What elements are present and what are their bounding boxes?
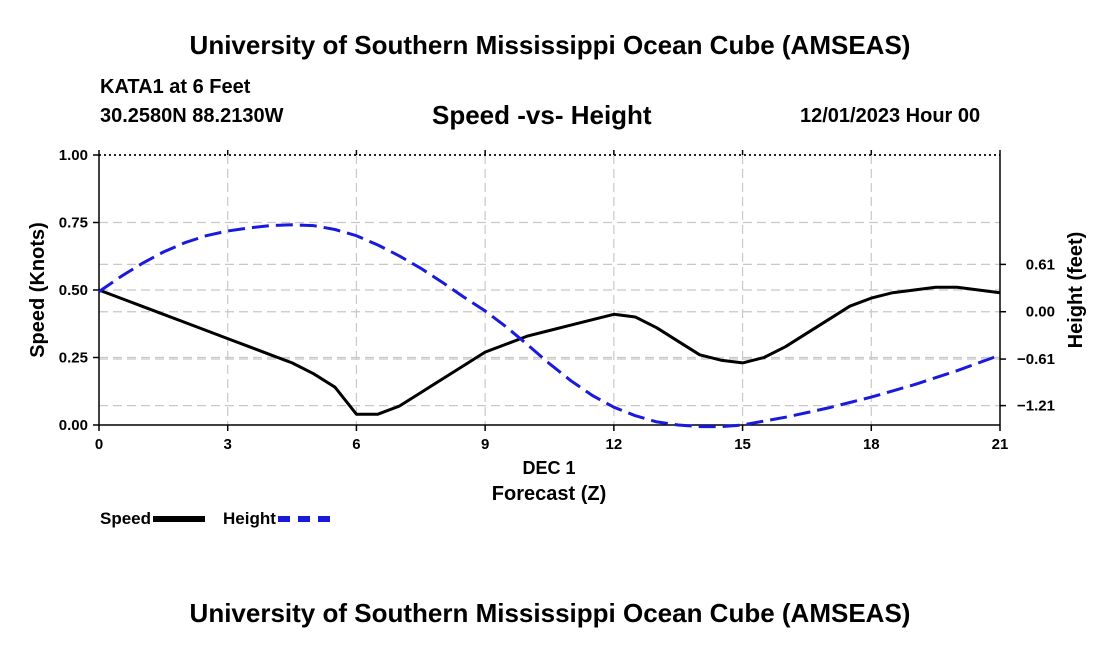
axis-ticks: 0 3 6 9 12 15 18 21 0.00 0.25 0.50 0.75 1.00 0.61 0.00… bbox=[59, 147, 1055, 453]
legend: Speed Height bbox=[100, 509, 348, 529]
x-tick-label: 12 bbox=[606, 436, 623, 453]
y2-tick-label: 0.61 bbox=[1026, 256, 1055, 273]
y2-axis-label: Height (feet) bbox=[1065, 232, 1087, 349]
page-title: University of Southern Mississippi Ocean… bbox=[189, 30, 911, 60]
y-axis-label: Speed (Knots) bbox=[27, 222, 49, 358]
series-line-height bbox=[98, 223, 1001, 429]
forecast-datetime: 12/01/2023 Hour 00 bbox=[800, 105, 981, 127]
x-axis-label: Forecast (Z) bbox=[492, 483, 606, 505]
y-tick-label: 1.00 bbox=[59, 147, 88, 164]
legend-item-speed: Speed bbox=[100, 509, 206, 529]
grid bbox=[99, 155, 1000, 425]
coordinates-label: 30.2580N 88.2130W bbox=[100, 105, 284, 127]
x-tick-label: 0 bbox=[95, 436, 103, 453]
y-tick-label: 0.25 bbox=[59, 350, 88, 367]
x-tick-label: 6 bbox=[352, 436, 360, 453]
y-tick-label: 0.75 bbox=[59, 215, 88, 232]
x-tick-label: 9 bbox=[481, 436, 489, 453]
station-label: KATA1 at 6 Feet bbox=[100, 76, 251, 98]
y-tick-label: 0.50 bbox=[59, 282, 88, 299]
y2-tick-label: −0.61 bbox=[1017, 351, 1055, 368]
y2-tick-label: −1.21 bbox=[1017, 398, 1055, 415]
series-lines bbox=[98, 223, 1001, 429]
legend-speed-label: Speed bbox=[100, 509, 152, 528]
legend-height-label: Height bbox=[223, 509, 276, 528]
footer-title: University of Southern Mississippi Ocean… bbox=[189, 598, 911, 628]
y-tick-label: 0.00 bbox=[59, 417, 88, 434]
legend-item-height: Height bbox=[223, 509, 330, 529]
legend-height-swatch bbox=[277, 516, 330, 522]
x-tick-label: 21 bbox=[992, 436, 1009, 453]
x-axis-date-label: DEC 1 bbox=[522, 458, 575, 478]
x-tick-label: 18 bbox=[863, 436, 880, 453]
x-tick-label: 15 bbox=[734, 436, 751, 453]
chart-title: Speed -vs- Height bbox=[432, 100, 652, 130]
y2-tick-label: 0.00 bbox=[1026, 304, 1055, 321]
legend-speed-swatch bbox=[153, 516, 206, 522]
x-tick-label: 3 bbox=[224, 436, 232, 453]
series-line-speed bbox=[98, 285, 1001, 416]
plot-frame bbox=[98, 154, 1001, 426]
